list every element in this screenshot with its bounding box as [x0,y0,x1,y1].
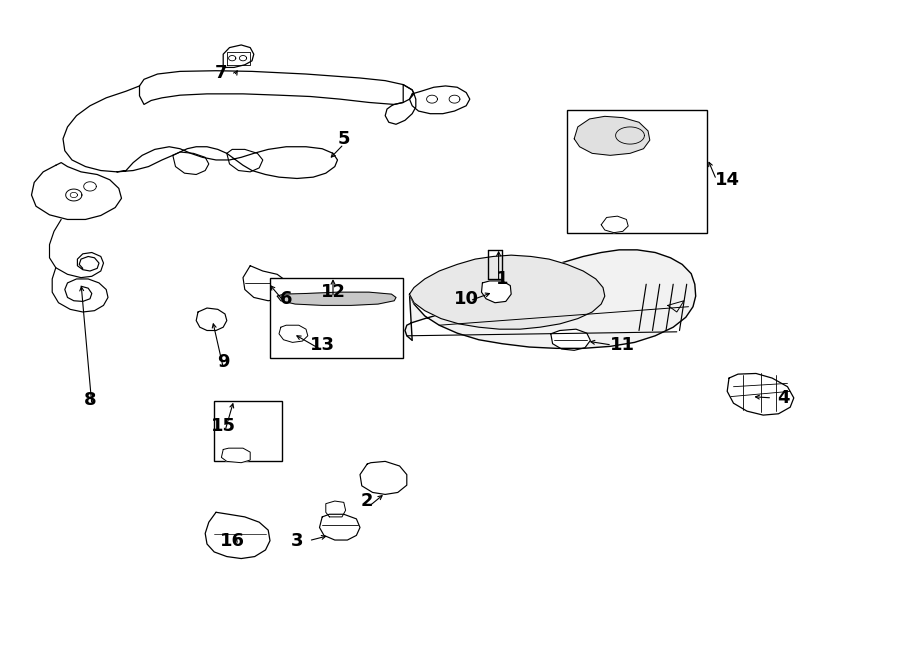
Polygon shape [727,373,794,415]
Bar [214,401,282,461]
Polygon shape [140,71,414,104]
Text: 7: 7 [214,63,227,82]
Text: 3: 3 [291,531,303,550]
Polygon shape [63,86,338,178]
Polygon shape [326,501,346,517]
Text: 15: 15 [211,417,236,436]
Bar [567,110,706,233]
Polygon shape [227,149,263,172]
Polygon shape [52,268,108,312]
Text: 4: 4 [777,389,789,407]
Polygon shape [196,308,227,330]
Polygon shape [320,514,360,540]
Polygon shape [279,325,308,342]
Text: 11: 11 [610,336,635,354]
Polygon shape [360,461,407,494]
Polygon shape [32,163,122,219]
Polygon shape [410,255,605,329]
Polygon shape [221,448,250,463]
Text: 6: 6 [280,290,292,308]
Polygon shape [405,250,696,348]
Polygon shape [173,152,209,175]
Polygon shape [551,329,590,350]
Polygon shape [277,292,396,305]
Text: 13: 13 [310,336,335,354]
Text: 16: 16 [220,531,245,550]
Text: 12: 12 [320,283,346,301]
Text: 1: 1 [496,270,508,288]
Polygon shape [410,86,470,114]
Text: 14: 14 [715,171,740,189]
Text: 2: 2 [361,492,374,510]
Polygon shape [482,281,511,303]
Text: 5: 5 [338,130,350,148]
Text: 10: 10 [454,290,479,308]
Polygon shape [601,216,628,233]
Text: 8: 8 [84,391,96,409]
Text: 9: 9 [217,353,230,371]
Polygon shape [50,219,104,278]
Polygon shape [205,512,270,559]
Polygon shape [243,266,288,301]
Polygon shape [574,116,650,155]
Polygon shape [223,45,254,67]
Bar [270,278,403,358]
Polygon shape [385,85,416,124]
